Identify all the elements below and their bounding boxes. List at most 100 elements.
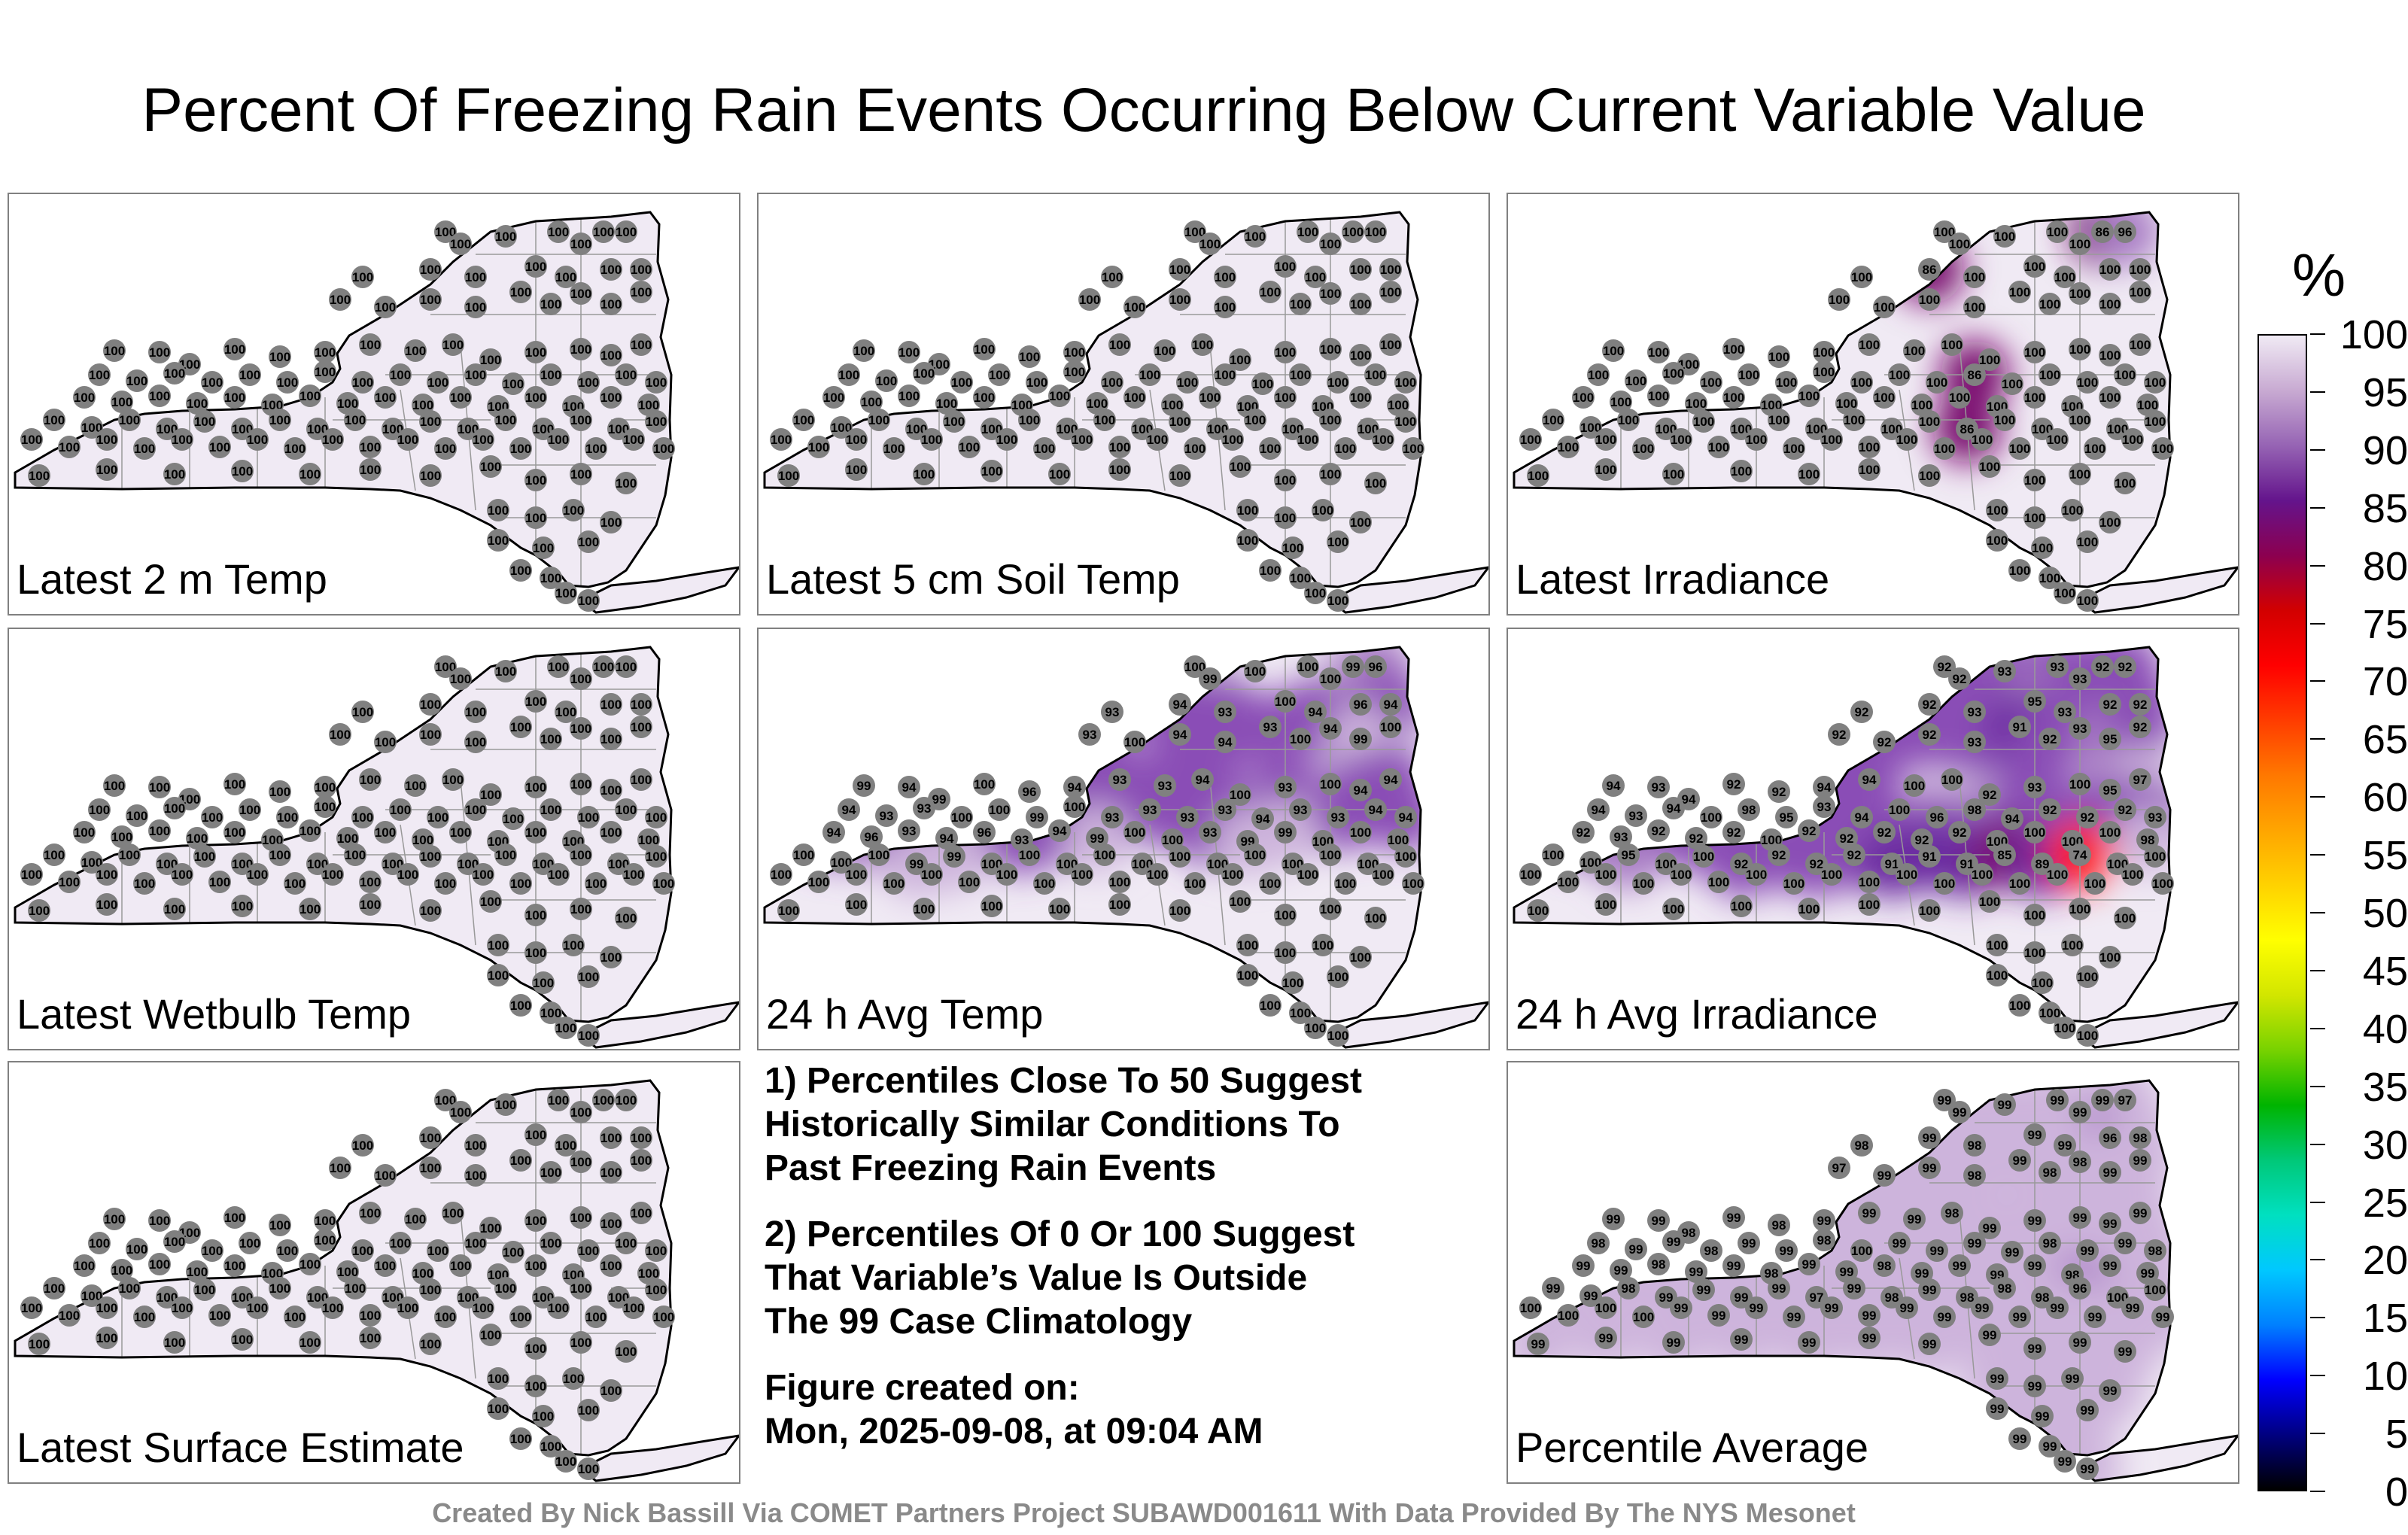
station-value: 100 — [1350, 950, 1371, 965]
station-value: 100 — [914, 366, 935, 381]
station-marker: 100 — [1768, 345, 1790, 368]
station-dot — [2129, 258, 2151, 281]
station-dot — [1251, 807, 1274, 830]
station-value: 100 — [465, 1236, 486, 1251]
station-value: 100 — [578, 970, 599, 984]
station-value: 100 — [1543, 848, 1564, 862]
station-marker: 100 — [359, 893, 382, 916]
station-value: 100 — [2099, 950, 2121, 965]
station-dot — [276, 371, 299, 394]
colorbar-tick — [2310, 796, 2325, 798]
station-value: 92 — [1652, 824, 1666, 838]
station-value: 100 — [465, 368, 486, 382]
station-value: 100 — [570, 1336, 591, 1350]
station-dot — [1236, 964, 1259, 986]
station-marker: 99 — [2054, 1134, 2076, 1157]
station-dot — [1572, 386, 1595, 409]
station-value: 100 — [555, 1454, 576, 1469]
station-value: 99 — [1712, 1309, 1726, 1323]
station-marker: 100 — [1971, 863, 1993, 886]
station-dot — [1557, 436, 1579, 458]
station-marker: 100 — [981, 895, 1003, 917]
station-marker: 99 — [2151, 1306, 2174, 1328]
station-value: 100 — [157, 1290, 178, 1305]
station-marker: 100 — [299, 385, 321, 407]
station-marker: 100 — [1918, 464, 1941, 487]
station-dot — [547, 428, 570, 451]
station-marker: 100 — [269, 780, 291, 803]
station-dot — [126, 804, 148, 827]
station-dot — [1813, 1209, 1835, 1232]
station-value: 99 — [1923, 1161, 1937, 1175]
station-dot — [2023, 469, 2046, 491]
station-value: 100 — [2039, 571, 2060, 585]
station-value: 100 — [1252, 377, 1273, 391]
station-value: 100 — [1836, 397, 1857, 411]
station-marker: 100 — [1334, 437, 1357, 460]
station-dot — [449, 1254, 472, 1277]
colorbar-tick — [2310, 854, 2325, 856]
station-dot — [1888, 363, 1911, 386]
station-dot — [1843, 1277, 1865, 1299]
station-value: 100 — [315, 1214, 336, 1228]
station-dot — [577, 1024, 600, 1047]
station-value: 97 — [2133, 773, 2148, 787]
station-value: 100 — [390, 1236, 411, 1251]
station-dot — [1933, 1306, 1956, 1328]
station-value: 100 — [1919, 904, 1940, 918]
station-marker: 100 — [96, 1327, 118, 1349]
station-value: 98 — [1592, 1236, 1606, 1251]
station-marker: 100 — [555, 582, 577, 604]
station-marker: 100 — [1933, 220, 1956, 243]
station-value: 100 — [1275, 391, 1296, 405]
station-value: 100 — [330, 293, 351, 307]
station-dot — [1896, 863, 1918, 886]
station-marker: 100 — [615, 798, 637, 821]
station-dot — [299, 1253, 321, 1275]
station-value: 100 — [1979, 895, 2000, 909]
station-value: 100 — [974, 391, 995, 405]
station-dot — [1101, 266, 1123, 288]
station-value: 100 — [2099, 391, 2121, 405]
station-value: 94 — [940, 831, 954, 846]
station-value: 100 — [1222, 433, 1243, 447]
station-marker: 100 — [2144, 845, 2166, 868]
station-value: 100 — [1275, 473, 1296, 488]
station-dot — [2144, 410, 2166, 433]
station-value: 100 — [1011, 398, 1032, 412]
station-value: 100 — [262, 833, 283, 847]
station-dot — [509, 559, 532, 582]
station-marker: 100 — [807, 436, 830, 458]
station-value: 100 — [616, 1236, 637, 1251]
station-dot — [1542, 409, 1564, 431]
station-value: 99 — [1780, 1244, 1794, 1258]
station-marker: 100 — [419, 899, 442, 922]
station-marker: 99 — [2069, 1331, 2091, 1354]
station-marker: 100 — [2039, 293, 2061, 315]
station-dot — [427, 1239, 449, 1262]
station-value: 100 — [540, 1439, 561, 1454]
station-dot — [600, 1212, 622, 1235]
station-dot — [1184, 872, 1206, 895]
station-dot — [585, 872, 607, 895]
station-marker: 100 — [2114, 363, 2136, 386]
station-value: 100 — [2024, 908, 2045, 923]
station-value: 100 — [616, 660, 637, 674]
station-dot — [1993, 409, 2016, 431]
station-dot — [807, 871, 830, 893]
station-dot — [1798, 385, 1820, 407]
station-marker: 100 — [1978, 455, 2001, 478]
station-dot — [524, 1254, 547, 1277]
station-dot — [1191, 768, 1214, 791]
station-marker: 100 — [148, 1209, 171, 1232]
station-marker: 100 — [133, 872, 156, 895]
station-dot — [1379, 768, 1402, 791]
station-value: 100 — [1342, 225, 1364, 239]
station-value: 96 — [2073, 1281, 2087, 1296]
station-marker: 100 — [2008, 872, 2031, 895]
station-marker: 100 — [1858, 458, 1880, 481]
station-marker: 100 — [920, 428, 943, 451]
station-marker: 100 — [1798, 385, 1820, 407]
station-marker: 100 — [1692, 410, 1715, 433]
station-value: 100 — [1335, 877, 1356, 891]
